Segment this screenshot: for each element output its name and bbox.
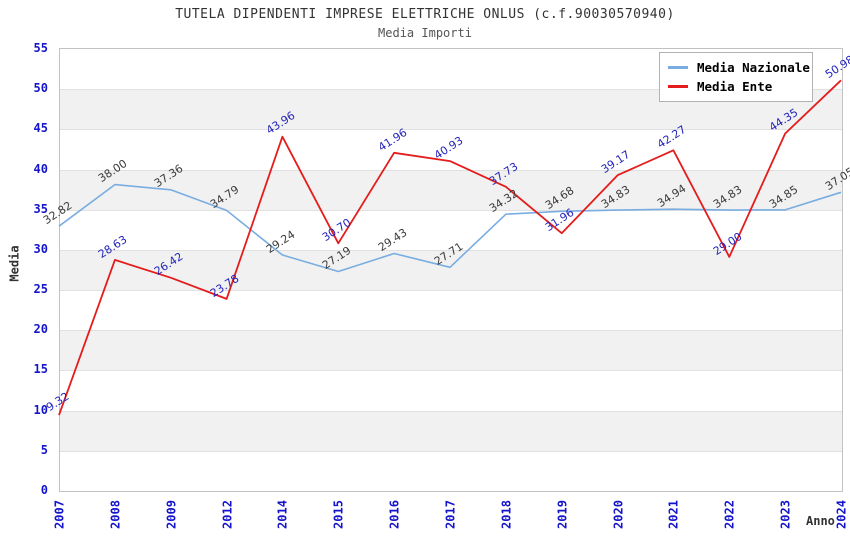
x-tick-label: 2024 [834,500,849,529]
x-tick-label: 2018 [499,500,514,529]
line-media-nazionale [58,183,842,273]
gridline [60,290,842,292]
gridline [60,129,842,131]
y-tick-label: 30 [33,241,48,256]
plot-area [59,48,843,492]
line-media-ente [58,79,842,416]
y-tick-label: 40 [33,161,48,176]
x-tick-label: 2015 [331,500,346,529]
gridline [60,169,842,171]
gridline [60,249,842,251]
grid-band [60,330,842,371]
y-tick-label: 50 [33,81,48,96]
x-tick-label: 2012 [220,500,235,529]
media-ente-line-swatch-icon [668,85,688,88]
gridline [60,209,842,211]
x-tick-label: 2008 [108,500,123,529]
y-tick-label: 20 [33,322,48,337]
y-tick-label: 10 [33,402,48,417]
grid-band [60,249,842,291]
y-tick-label: 15 [33,362,48,377]
gridline [60,370,842,372]
gridline [60,450,842,452]
legend-item-media-nazionale: Media Nazionale [668,60,810,75]
gridline [60,330,842,332]
y-tick-label: 55 [33,41,48,55]
x-tick-label: 2019 [555,500,570,529]
legend-label-media-nazionale: Media Nazionale [697,60,810,75]
x-tick-label: 2007 [52,500,67,529]
x-tick-label: 2017 [443,500,458,529]
y-tick-label: 5 [40,442,48,457]
y-tick-label: 35 [33,201,48,216]
x-axis-title: Anno [806,514,835,528]
gridline [60,89,842,91]
x-tick-label: 2021 [666,500,681,529]
x-tick-label: 2014 [275,500,290,529]
y-tick-label: 25 [33,282,48,297]
grid-band [60,410,842,451]
media-nazionale-line-swatch-icon [668,66,688,69]
x-tick-label: 2022 [722,500,737,529]
y-tick-label: 45 [33,121,48,136]
chart-title: TUTELA DIPENDENTI IMPRESE ELETTRICHE ONL… [175,7,675,22]
y-tick-label: 0 [40,483,48,497]
chart-subtitle: Media Importi [378,26,472,40]
x-tick-label: 2016 [387,500,402,529]
gridline [60,410,842,412]
x-tick-label: 2020 [611,500,626,529]
grid-band [60,169,842,210]
x-tick-label: 2009 [164,500,179,529]
series-lines [58,79,842,416]
x-tick-label: 2023 [778,500,793,529]
legend-label-media-ente: Media Ente [697,79,773,94]
legend: Media Nazionale Media Ente [659,52,813,102]
legend-item-media-ente: Media Ente [668,79,804,94]
